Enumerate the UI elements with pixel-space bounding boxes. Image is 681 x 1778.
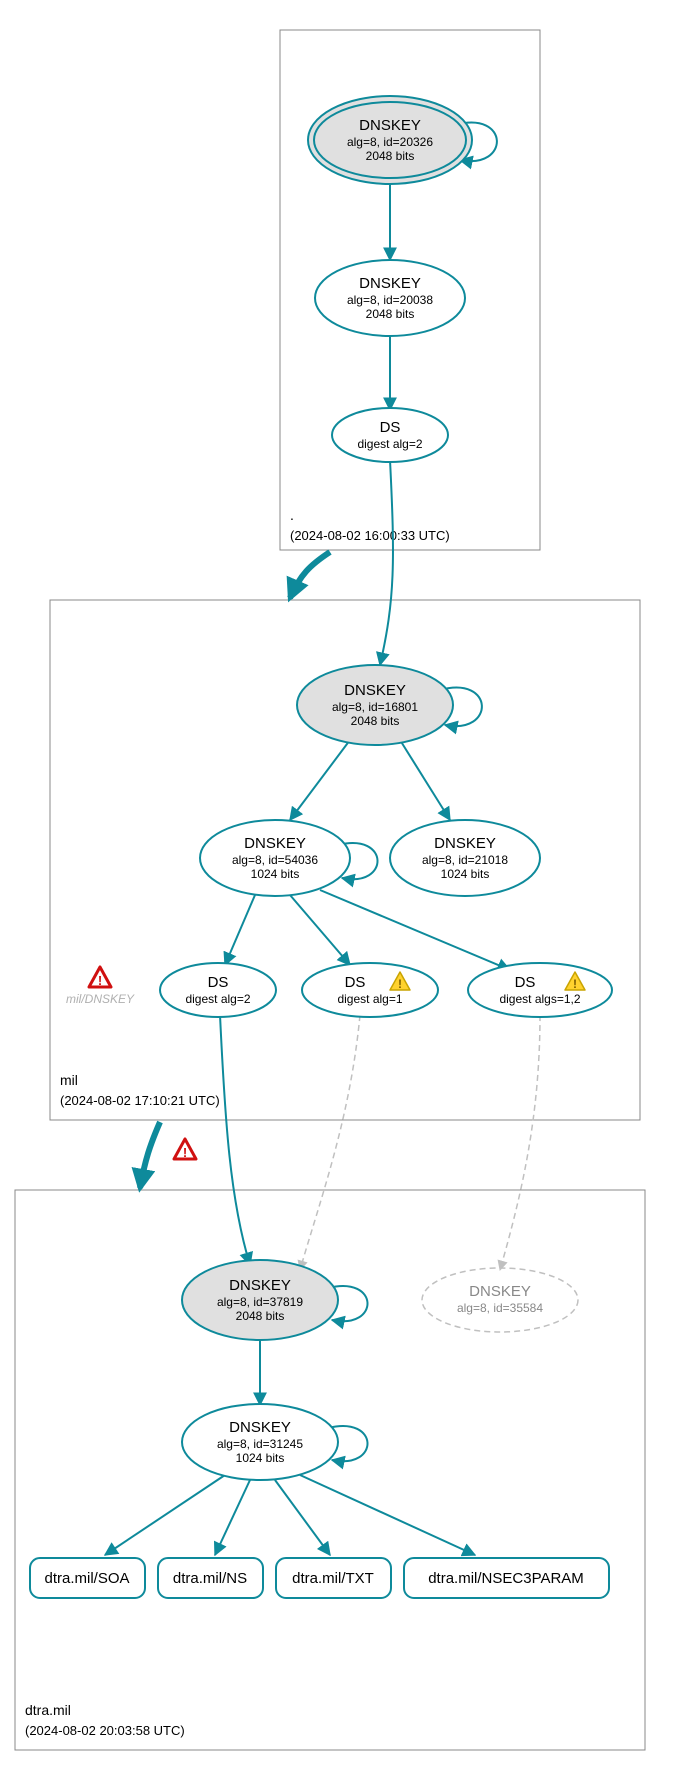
svg-text:DNSKEY: DNSKEY: [359, 117, 421, 134]
svg-text:alg=8, id=54036: alg=8, id=54036: [232, 853, 318, 867]
node-mil-zsk2: DNSKEY alg=8, id=21018 1024 bits: [390, 820, 540, 896]
node-mil-ds1: DS digest alg=2: [160, 963, 276, 1017]
node-mil-zsk1: DNSKEY alg=8, id=54036 1024 bits: [200, 820, 350, 896]
zone-root-ts: (2024-08-02 16:00:33 UTC): [290, 528, 450, 543]
svg-text:alg=8, id=16801: alg=8, id=16801: [332, 700, 418, 714]
node-dtra-ksk: DNSKEY alg=8, id=37819 2048 bits: [182, 1260, 338, 1340]
svg-text:alg=8, id=37819: alg=8, id=37819: [217, 1295, 303, 1309]
svg-text:2048 bits: 2048 bits: [236, 1309, 285, 1323]
svg-text:1024 bits: 1024 bits: [251, 867, 300, 881]
svg-text:alg=8, id=31245: alg=8, id=31245: [217, 1437, 303, 1451]
edge-delegation-mil-to-dtra: [140, 1122, 160, 1188]
dnssec-chain-diagram: . (2024-08-02 16:00:33 UTC) mil (2024-08…: [0, 0, 681, 1778]
svg-text:dtra.mil/SOA: dtra.mil/SOA: [44, 1570, 129, 1587]
zone-mil-label: mil: [60, 1072, 78, 1088]
svg-text:2048 bits: 2048 bits: [366, 307, 415, 321]
svg-text:DS: DS: [345, 974, 366, 991]
svg-text:1024 bits: 1024 bits: [236, 1451, 285, 1465]
edge-dtra-zsk-to-soa: [105, 1475, 225, 1555]
edge-mil-ksk-to-zsk2: [400, 740, 450, 820]
svg-text:dtra.mil/NSEC3PARAM: dtra.mil/NSEC3PARAM: [428, 1570, 584, 1587]
edge-dtra-zsk-to-txt: [275, 1480, 330, 1555]
node-root-zsk: DNSKEY alg=8, id=20038 2048 bits: [315, 260, 465, 336]
edge-mil-zsk1-to-ds2: [290, 895, 350, 965]
svg-text:!: !: [183, 1145, 187, 1160]
edge-mil-ds1-to-dtra-ksk: [220, 1015, 250, 1265]
node-mil-ds2: DS digest alg=1: [302, 963, 438, 1017]
svg-text:!: !: [398, 977, 402, 991]
edge-mil-ksk-to-zsk1: [290, 740, 350, 820]
svg-text:DNSKEY: DNSKEY: [244, 835, 306, 852]
svg-text:digest algs=1,2: digest algs=1,2: [499, 992, 580, 1006]
edge-mil-zsk1-to-ds3: [320, 890, 510, 970]
svg-text:DNSKEY: DNSKEY: [344, 682, 406, 699]
edge-dtra-zsk-to-nsec: [300, 1475, 475, 1555]
zone-dtra-box: [15, 1190, 645, 1750]
zone-dtra-ts: (2024-08-02 20:03:58 UTC): [25, 1723, 185, 1738]
warning-icon-red-delegation: !: [174, 1139, 196, 1160]
edge-mil-ds3-to-dtra-ghost: [500, 1015, 540, 1270]
zone-mil-ts: (2024-08-02 17:10:21 UTC): [60, 1093, 220, 1108]
svg-text:DNSKEY: DNSKEY: [469, 1283, 531, 1300]
svg-text:alg=8, id=35584: alg=8, id=35584: [457, 1301, 543, 1315]
edge-dtra-zsk-to-ns: [215, 1480, 250, 1555]
svg-text:digest alg=2: digest alg=2: [357, 437, 422, 451]
edge-root-ds-to-mil-ksk: [380, 460, 393, 665]
svg-text:DNSKEY: DNSKEY: [359, 275, 421, 292]
node-mil-grey-label: mil/DNSKEY: [66, 992, 135, 1006]
svg-text:DS: DS: [515, 974, 536, 991]
svg-text:DNSKEY: DNSKEY: [434, 835, 496, 852]
node-mil-ksk: DNSKEY alg=8, id=16801 2048 bits: [297, 665, 453, 745]
node-root-ksk: DNSKEY alg=8, id=20326 2048 bits: [308, 96, 472, 184]
svg-text:2048 bits: 2048 bits: [366, 149, 415, 163]
node-rr-nsec: dtra.mil/NSEC3PARAM: [404, 1558, 609, 1598]
node-rr-soa: dtra.mil/SOA: [30, 1558, 145, 1598]
svg-text:DS: DS: [380, 419, 401, 436]
svg-text:alg=8, id=20326: alg=8, id=20326: [347, 135, 433, 149]
edge-delegation-root-to-mil: [290, 552, 330, 598]
node-root-ds: DS digest alg=2: [332, 408, 448, 462]
node-dtra-ghost: DNSKEY alg=8, id=35584: [422, 1268, 578, 1332]
node-dtra-zsk: DNSKEY alg=8, id=31245 1024 bits: [182, 1404, 338, 1480]
edge-mil-zsk1-to-ds1: [225, 895, 255, 965]
svg-text:DNSKEY: DNSKEY: [229, 1277, 291, 1294]
svg-text:DS: DS: [208, 974, 229, 991]
svg-text:DNSKEY: DNSKEY: [229, 1419, 291, 1436]
node-mil-ds3: DS digest algs=1,2: [468, 963, 612, 1017]
svg-text:digest alg=2: digest alg=2: [185, 992, 250, 1006]
zone-root-label: .: [290, 507, 294, 523]
svg-text:!: !: [98, 973, 102, 988]
svg-text:dtra.mil/NS: dtra.mil/NS: [173, 1570, 247, 1587]
warning-icon-red-mil: !: [89, 967, 111, 988]
edge-mil-ds2-to-dtra-ksk: [300, 1015, 360, 1270]
svg-text:1024 bits: 1024 bits: [441, 867, 490, 881]
node-rr-txt: dtra.mil/TXT: [276, 1558, 391, 1598]
node-rr-ns: dtra.mil/NS: [158, 1558, 263, 1598]
svg-text:!: !: [573, 977, 577, 991]
zone-dtra-label: dtra.mil: [25, 1702, 71, 1718]
svg-text:alg=8, id=21018: alg=8, id=21018: [422, 853, 508, 867]
svg-text:digest alg=1: digest alg=1: [337, 992, 402, 1006]
svg-text:alg=8, id=20038: alg=8, id=20038: [347, 293, 433, 307]
svg-text:2048 bits: 2048 bits: [351, 714, 400, 728]
svg-text:dtra.mil/TXT: dtra.mil/TXT: [292, 1570, 374, 1587]
